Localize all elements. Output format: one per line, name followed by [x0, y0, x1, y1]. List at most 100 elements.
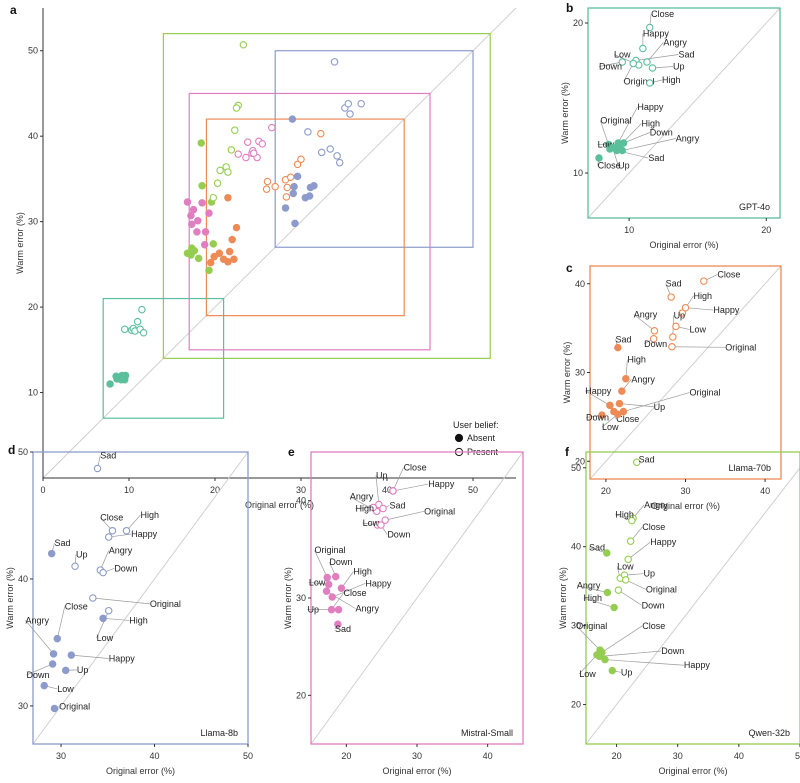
leader-line — [685, 307, 714, 311]
point-label: High — [584, 593, 603, 603]
data-point-sad — [603, 549, 611, 557]
x-tick-label: 30 — [56, 751, 66, 761]
data-point-high — [122, 526, 131, 535]
data-point-llama8-absent — [281, 204, 290, 212]
panel-d: d 30 40 50 30 40 50 Original error (%) Warm erro… — [5, 443, 253, 776]
diagonal-line — [32, 451, 249, 745]
data-point-happy — [681, 303, 690, 312]
y-tick-label: 50 — [571, 463, 581, 473]
point-label: Down — [661, 646, 684, 656]
data-point-qwen-present — [213, 179, 222, 187]
legend-title: User belief: — [453, 420, 499, 430]
x-tick-label: 20 — [612, 751, 622, 761]
y-tick-label: 30 — [571, 621, 581, 631]
y-tick-label: 30 — [575, 368, 585, 378]
data-point-qwen-present — [209, 193, 218, 202]
data-point-happy — [389, 487, 397, 495]
x-tick-label: 30 — [412, 751, 422, 761]
data-point-down — [377, 521, 385, 529]
panel-b: b 10 20 10 20 Original error (%) Warm error (%… — [560, 1, 781, 250]
point-label: Original — [315, 545, 346, 555]
point-label: Angry — [663, 38, 687, 48]
leader-line — [601, 625, 643, 653]
panel-c: c 20 30 40 20 30 40 Original error (%) Warm erro… — [562, 261, 782, 511]
panel-letter-b: b — [566, 1, 573, 15]
y-tick-label: 50 — [28, 46, 38, 56]
data-point-angry — [650, 327, 659, 335]
point-label: Sad — [389, 500, 405, 510]
y-tick-label: 40 — [571, 542, 581, 552]
data-point-sad — [379, 504, 387, 513]
y-tick-label: 40 — [575, 279, 585, 289]
range-box-llama8 — [274, 50, 474, 248]
x-tick-label: 20 — [601, 486, 611, 496]
point-label: Sad — [100, 450, 116, 460]
point-label: Close — [616, 414, 639, 424]
data-point-sad — [93, 464, 102, 473]
y-tick-label: 20 — [296, 690, 306, 700]
data-point-angry — [49, 650, 58, 658]
point-label: Sad — [679, 50, 695, 60]
point-label: Low — [614, 50, 631, 60]
data-point-up — [648, 64, 657, 72]
data-point-llama8-present — [335, 158, 344, 167]
x-tick-label: 10 — [624, 225, 634, 235]
leader-line — [314, 550, 328, 578]
point-label: Close — [100, 513, 123, 523]
data-point-happy — [67, 651, 76, 659]
data-point-sad — [47, 549, 56, 558]
point-label: Original — [725, 342, 756, 352]
y-axis-label: Warm error (%) — [5, 567, 15, 629]
point-label: Low — [602, 422, 619, 432]
point-label: Close — [717, 270, 740, 280]
point-label: Original — [576, 621, 607, 631]
y-axis-label: Warm error (%) — [558, 567, 568, 629]
data-point-mistral-absent — [183, 198, 192, 206]
leader-line — [579, 654, 598, 675]
point-label: Up — [643, 569, 655, 579]
x-tick-label: 20 — [341, 751, 351, 761]
diagonal-line — [587, 7, 781, 219]
model-name-label: Qwen-32b — [748, 728, 790, 738]
point-label: Angry — [356, 604, 380, 614]
panel-letter-f: f — [565, 445, 570, 459]
leader-line — [385, 510, 425, 521]
data-point-mistral-present — [249, 149, 258, 158]
data-point-mistral-absent — [187, 211, 195, 220]
data-point-llama8-absent — [293, 172, 302, 181]
data-point-angry — [618, 387, 626, 395]
point-label: Happy — [643, 29, 670, 39]
data-point-mistral-absent — [193, 228, 201, 236]
data-point-llama70-present — [317, 129, 325, 138]
leader-line — [26, 663, 53, 676]
data-point-llama8-present — [346, 110, 354, 118]
data-point-high — [337, 584, 346, 593]
point-label: Down — [586, 412, 609, 422]
range-box-qwen — [162, 33, 491, 359]
data-point-qwen-absent — [190, 246, 199, 255]
data-point-qwen-present — [216, 166, 224, 175]
leader-line — [96, 610, 110, 639]
data-point-happy — [606, 401, 614, 410]
leader-line — [622, 138, 676, 151]
data-point-mistral-absent — [205, 209, 213, 217]
point-label: Close — [344, 588, 367, 598]
data-point-qwen-absent — [197, 139, 205, 147]
point-label: Happy — [428, 479, 455, 489]
data-point-high — [99, 614, 107, 623]
point-label: Happy — [585, 386, 612, 396]
point-label: Happy — [109, 653, 136, 663]
point-label: Original — [689, 388, 720, 398]
data-point-happy — [624, 555, 632, 564]
point-label: Original — [624, 77, 655, 87]
data-point-mistral-present — [234, 150, 242, 158]
diagonal-line — [589, 265, 782, 480]
y-tick-label: 30 — [28, 217, 38, 227]
point-label: Sad — [666, 278, 682, 288]
data-point-llama70-absent — [232, 223, 241, 232]
point-label: Down — [644, 339, 667, 349]
data-point-close — [108, 526, 117, 535]
x-axis-label: Original error (%) — [658, 766, 727, 776]
leader-line — [56, 606, 66, 639]
